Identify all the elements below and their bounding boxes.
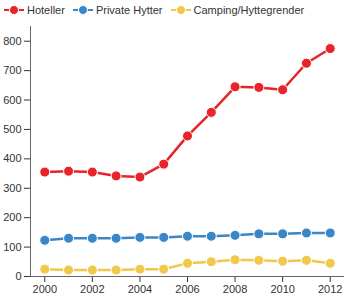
svg-text:600: 600 xyxy=(3,94,21,106)
svg-text:2008: 2008 xyxy=(223,283,247,295)
svg-text:300: 300 xyxy=(3,182,21,194)
svg-text:2004: 2004 xyxy=(128,283,152,295)
html-text:Camping/Hyttegrender: Camping/Hyttegrender xyxy=(193,4,305,16)
svg-text:2006: 2006 xyxy=(175,283,199,295)
svg-text:100: 100 xyxy=(3,241,21,253)
svg-text:400: 400 xyxy=(3,152,21,164)
svg-text:200: 200 xyxy=(3,211,21,223)
svg-text:800: 800 xyxy=(3,35,21,47)
html-text:Hoteller: Hoteller xyxy=(27,4,65,16)
svg-text:2002: 2002 xyxy=(80,283,104,295)
svg-text:2012: 2012 xyxy=(318,283,342,295)
html-text:Private Hytter: Private Hytter xyxy=(95,4,163,16)
svg-text:2000: 2000 xyxy=(33,283,57,295)
svg-text:500: 500 xyxy=(3,123,21,135)
svg-text:2010: 2010 xyxy=(270,283,294,295)
svg-text:0: 0 xyxy=(15,270,21,282)
svg-text:700: 700 xyxy=(3,64,21,76)
